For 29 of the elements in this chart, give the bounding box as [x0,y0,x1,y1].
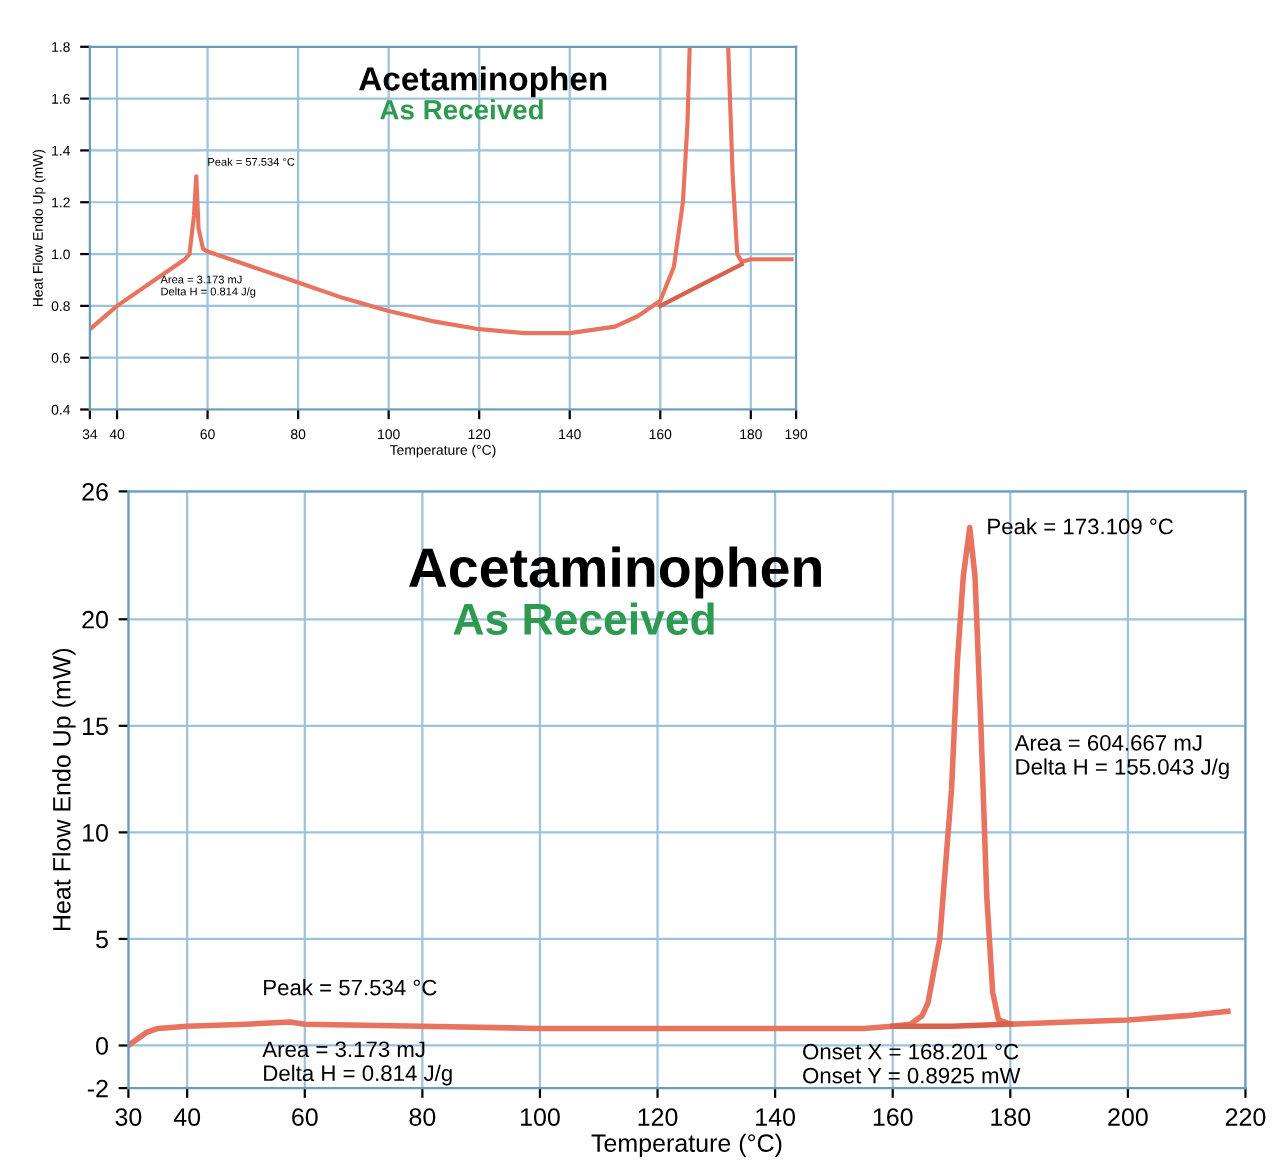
x-tick-label: 120 [638,1108,678,1126]
y-tick-label: 20 [82,610,108,629]
y-axis-title: Heat Flow Endo Up (mW) [52,648,76,931]
x-tick-label: 40 [173,1108,201,1126]
text: Acetaminophen [409,546,821,599]
y-tick-label: 0 [96,1037,108,1055]
x-tick-label: 100 [521,1108,560,1126]
annotation: Peak = 173.109 °C [988,518,1173,535]
x-tick-label: 160 [873,1108,913,1126]
text: As Received [453,602,714,636]
annotation: Area = 604.667 mJ Delta H = 155.043 J/g [1014,735,1229,780]
x-tick-label: 140 [756,1108,796,1126]
y-tick-label: -2 [87,1079,108,1098]
x-tick-label: 80 [409,1108,436,1126]
x-tick-label: 220 [1225,1108,1266,1126]
x-tick-label: 200 [1108,1108,1148,1126]
text: Acetaminophen [359,66,607,98]
y-tick-label: 15 [83,717,108,736]
x-tick-label: 60 [292,1108,318,1126]
y-tick-label: 5 [96,930,108,949]
annotation: Onset X = 168.201 °C Onset Y = 0.8925 mW [803,1043,1021,1084]
x-axis-title: Temperature (°C) [591,1133,782,1157]
text: As Received [380,99,543,120]
x-tick-label: 180 [991,1108,1031,1126]
y-tick-label: 26 [82,483,108,501]
y-tick-label: 10 [83,823,108,842]
x-tick-label: 30 [115,1108,142,1126]
annotation: Peak = 57.534 °C [264,979,437,996]
annotation: Area = 3.173 mJ Delta H = 0.814 J/g [262,1041,452,1086]
